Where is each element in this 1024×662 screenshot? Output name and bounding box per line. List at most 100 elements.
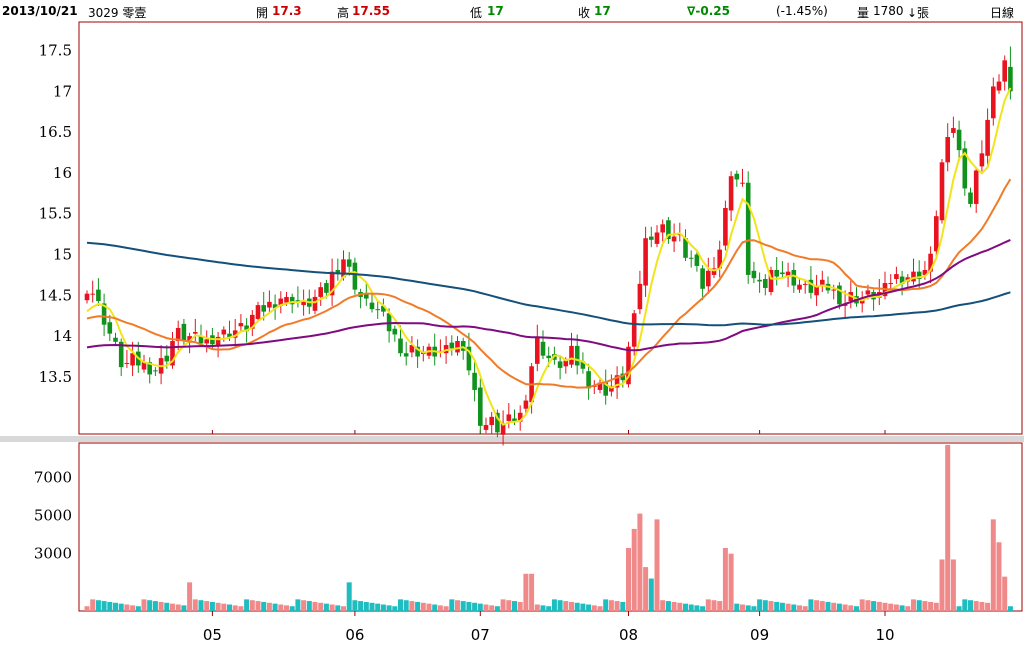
candle-body	[751, 270, 757, 279]
volume-bar	[762, 600, 768, 611]
candle-body	[569, 345, 574, 365]
candle-body	[147, 362, 152, 375]
volume-bar	[563, 601, 569, 611]
candle-body	[740, 182, 745, 184]
volume-bar	[831, 602, 837, 611]
candles	[84, 46, 1013, 446]
volume-bar	[215, 602, 221, 611]
volume-bar	[426, 603, 432, 611]
date-tick-label: 10	[875, 626, 894, 644]
volume-bar	[266, 602, 272, 611]
candle-body	[232, 330, 238, 338]
volume-bar	[705, 599, 711, 611]
volume-bar	[956, 606, 962, 611]
candle-body	[375, 309, 380, 311]
candle-body	[364, 294, 369, 299]
volume-label: 量	[857, 6, 870, 20]
volume-bar	[893, 604, 899, 611]
candle-body	[768, 270, 774, 293]
date-tick-label: 05	[203, 626, 222, 644]
volume-bar	[249, 600, 255, 611]
candle-body	[820, 279, 825, 285]
volume-bar	[512, 601, 517, 611]
candle-body	[951, 128, 956, 133]
volume-bar	[768, 601, 774, 611]
volume-bar	[996, 542, 1002, 611]
volume-bar	[494, 606, 500, 611]
candle-body	[717, 249, 722, 269]
panel-separator	[0, 436, 1024, 442]
volume-bar	[483, 604, 489, 611]
volume-bar	[164, 602, 170, 611]
price-panel-frame	[78, 21, 1023, 435]
volume-bar	[409, 601, 415, 611]
candle-body	[187, 336, 192, 343]
volume-bar	[118, 603, 124, 611]
candle-body	[409, 345, 415, 353]
volume-bar	[779, 602, 785, 611]
candle-body	[96, 289, 101, 302]
candle-body	[899, 276, 905, 284]
candle-body	[939, 162, 945, 221]
volume-bar	[580, 603, 586, 611]
volume-bar	[728, 553, 734, 611]
volume-bar	[335, 605, 341, 611]
candle-body	[814, 286, 819, 296]
candle-body	[808, 279, 814, 293]
candle-body	[934, 216, 939, 252]
candle-body	[763, 278, 768, 288]
volume-bar	[540, 605, 546, 611]
candle-body	[962, 148, 968, 189]
volume-bar	[648, 578, 654, 611]
volume-tick-label: 3000	[34, 545, 72, 563]
volume-bar	[158, 601, 164, 611]
volume-bar	[928, 601, 934, 611]
candle-body	[654, 232, 660, 244]
candle-body	[489, 416, 494, 426]
volume-bar	[278, 604, 284, 611]
volume-bar	[124, 604, 130, 611]
volume-bar	[865, 600, 871, 611]
candle-body	[113, 337, 118, 342]
volume-bar	[130, 605, 136, 611]
candle-body	[215, 336, 221, 346]
candle-body	[546, 355, 551, 359]
volume-bar	[848, 605, 854, 611]
volume-value: 1780	[873, 4, 904, 18]
volume-bar	[660, 600, 666, 611]
volume-bar	[437, 605, 443, 611]
volume-bar	[683, 603, 688, 611]
volume-bar	[255, 601, 261, 611]
price-tick-label: 17.5	[39, 42, 72, 60]
volume-bar	[882, 602, 888, 611]
candle-body	[774, 270, 779, 277]
volume-bar	[722, 548, 728, 611]
volume-bar	[546, 606, 552, 611]
volume-bar	[700, 606, 706, 611]
volume-bar	[551, 599, 557, 611]
moving-averages	[86, 87, 1012, 426]
candle-body	[221, 329, 227, 335]
candle-body	[255, 305, 261, 319]
candle-body	[956, 129, 962, 151]
volume-bar	[198, 600, 204, 611]
volume-bar	[694, 605, 700, 611]
candle-body	[369, 302, 375, 310]
volume-bar	[403, 600, 409, 611]
volume-bar	[261, 601, 267, 611]
volume-bar	[751, 606, 757, 611]
candle-body	[785, 271, 791, 277]
candle-body	[996, 81, 1002, 91]
candle-body	[495, 412, 500, 433]
volume-bar	[175, 604, 181, 611]
candle-body	[204, 339, 209, 344]
volume-tick-label: 7000	[34, 468, 72, 486]
close-value: 17	[594, 4, 611, 18]
candle-body	[517, 412, 523, 422]
candle-body	[797, 284, 802, 290]
candle-body	[706, 270, 711, 287]
volume-bar	[711, 600, 717, 611]
candle-body	[643, 238, 648, 286]
volume-bar	[888, 603, 894, 611]
volume-bar	[375, 603, 381, 611]
